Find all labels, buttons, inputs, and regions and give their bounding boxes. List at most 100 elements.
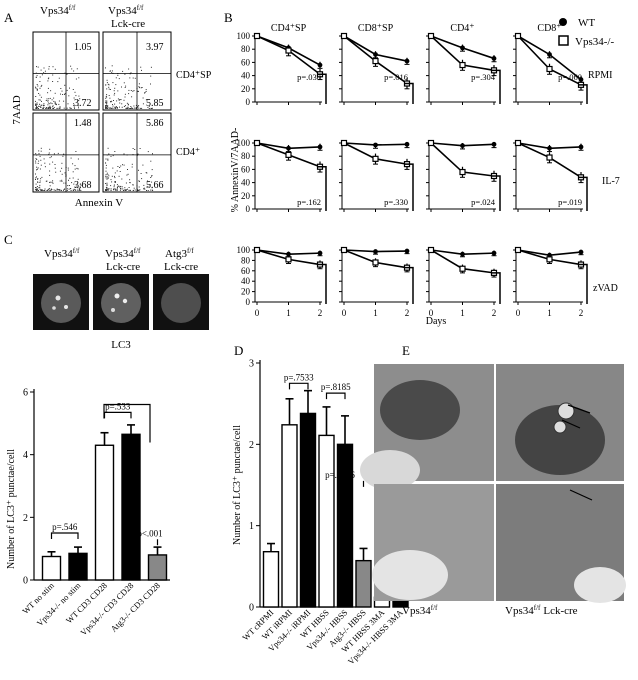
flow-dot [80, 190, 82, 191]
flow-dot [37, 167, 39, 169]
flow-dot [121, 103, 123, 105]
flow-dot [37, 108, 39, 109]
panel-c-title-2b: Lck-cre [106, 261, 140, 273]
flow-dot [110, 190, 112, 191]
flow-dot [40, 147, 42, 149]
flow-dot [43, 106, 45, 108]
y-tick-label: 4 [23, 450, 28, 461]
flow-dot [52, 106, 54, 108]
flow-dot [114, 92, 116, 94]
flow-dot [46, 190, 48, 191]
flow-dot [41, 189, 43, 191]
flow-dot [79, 188, 81, 190]
em-vacuole [557, 402, 575, 420]
flow-dot [113, 94, 115, 96]
flow-dot [124, 96, 126, 98]
flow-dot [74, 165, 76, 167]
flow-dot [117, 98, 119, 100]
flow-dot [75, 95, 77, 97]
y-tick-label: 0 [246, 97, 251, 107]
flow-dot [59, 180, 61, 182]
flow-dot [150, 189, 152, 191]
bar [336, 443, 354, 608]
flow-dot [110, 185, 112, 187]
point-wt [547, 145, 552, 151]
flow-dot [144, 92, 145, 94]
flow-dot [76, 167, 78, 169]
panel-c-xlabel: LC3 [111, 339, 131, 351]
flow-dot [138, 107, 140, 109]
chart-c-ylabel: Number of LC3⁺ punctae/cell [6, 449, 17, 569]
flow-dot [36, 189, 38, 191]
flow-dot [137, 190, 139, 191]
flow-dot [114, 172, 116, 174]
flow-dot [57, 152, 59, 154]
flow-dot [150, 160, 152, 162]
flow-dot [151, 175, 152, 177]
legend-wt-marker [559, 18, 567, 26]
panel-a-row1-label: CD4⁺SP [176, 70, 212, 81]
significance-bracket [318, 166, 327, 211]
point-wt [404, 58, 410, 64]
flow-dot [121, 186, 123, 188]
flow-dot [128, 89, 130, 91]
flow-dot [137, 153, 139, 155]
flow-dot [141, 87, 143, 88]
flow-dot [39, 106, 41, 107]
flow-dot [49, 181, 50, 183]
flow-dot [105, 84, 107, 86]
flow-dot [50, 181, 52, 183]
flow-dot [76, 189, 78, 191]
significance-bracket [405, 163, 414, 211]
flow-dot [58, 77, 60, 79]
flow-dot [132, 108, 134, 109]
flow-dot [49, 107, 51, 109]
flow-dot [54, 164, 56, 165]
flow-dot [55, 103, 57, 105]
flow-dot [35, 189, 37, 191]
flow-dot [109, 107, 111, 109]
flow-dot [128, 189, 130, 191]
flow-dot [77, 158, 79, 160]
flow-dot [115, 84, 117, 86]
flow-dot [37, 162, 39, 164]
flow-dot [61, 180, 63, 182]
flow-dot [130, 108, 131, 109]
flow-dot [40, 96, 42, 98]
flow-dot [58, 100, 60, 102]
flow-dot [138, 83, 140, 85]
bar [281, 424, 298, 608]
flow-dot [48, 108, 50, 109]
flow-dot [47, 100, 49, 102]
point-ko [427, 139, 435, 147]
flow-dot [131, 163, 133, 165]
flow-dot [40, 159, 42, 161]
x-tick-label: 0 [342, 308, 347, 318]
flow-dot [119, 171, 121, 172]
y-tick-label: 0 [246, 204, 251, 214]
panel-c-title-2: Vps34f/f [105, 247, 141, 260]
p-value: p=.024 [471, 197, 496, 207]
flow-dot [125, 190, 127, 191]
point-ko [514, 246, 522, 254]
flow-dot [108, 86, 110, 88]
flow-dot [131, 166, 133, 168]
flow-dot [110, 179, 112, 181]
quad-r2c2-ur: 5.86 [146, 118, 164, 129]
flow-dot [66, 89, 68, 91]
flow-dot [117, 186, 118, 188]
flow-dot [40, 150, 42, 152]
flow-dot [43, 67, 45, 69]
y-tick-label: 80 [241, 255, 251, 265]
flow-dot [115, 190, 117, 191]
flow-dot [142, 164, 144, 166]
flow-dot [151, 107, 153, 109]
flow-dot [141, 178, 143, 180]
flow-dot [47, 87, 49, 89]
flow-dot [35, 107, 37, 109]
point-wt [578, 144, 584, 150]
flow-dot [117, 185, 119, 187]
point-wt [286, 251, 291, 257]
